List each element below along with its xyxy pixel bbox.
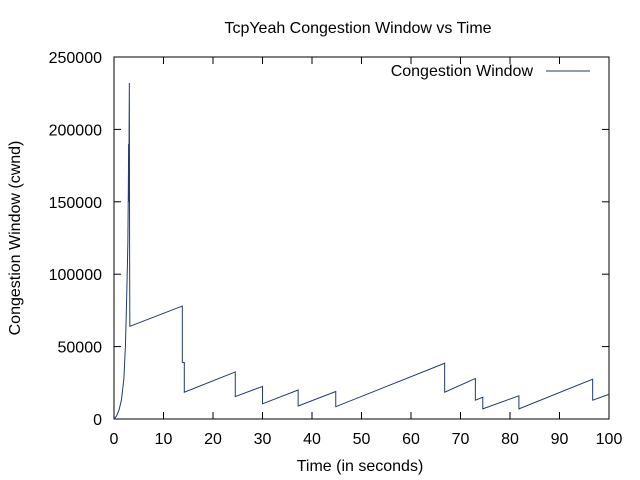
- chart-title: TcpYeah Congestion Window vs Time: [224, 20, 491, 37]
- x-tick-label: 80: [501, 431, 519, 448]
- series-line-congestion-window: [113, 83, 610, 420]
- y-tick-label: 250000: [49, 50, 102, 67]
- x-tick-label: 100: [596, 431, 623, 448]
- x-tick-label: 70: [452, 431, 470, 448]
- x-axis-label: Time (in seconds): [297, 458, 424, 475]
- y-axis: 0 50000 100000 150000 200000 250000: [49, 50, 609, 429]
- series-layer: [113, 83, 610, 420]
- y-tick-label: 50000: [58, 340, 103, 357]
- legend-label-congestion-window: Congestion Window: [391, 63, 534, 80]
- x-tick-label: 30: [254, 431, 272, 448]
- x-tick-label: 50: [353, 431, 371, 448]
- x-tick-label: 60: [402, 431, 420, 448]
- x-tick-label: 90: [551, 431, 569, 448]
- x-tick-label: 10: [155, 431, 173, 448]
- legend: Congestion Window: [391, 63, 590, 80]
- x-tick-label: 40: [303, 431, 321, 448]
- plot-border: [113, 56, 610, 420]
- x-tick-label: 0: [110, 431, 119, 448]
- y-tick-label: 100000: [49, 267, 102, 284]
- plot-frame: [113, 56, 610, 420]
- y-tick-label: 200000: [49, 122, 102, 139]
- x-axis: 0 10 20 30 40 50 60 70 80 90 100: [110, 57, 623, 448]
- y-axis-label: Congestion Window (cwnd): [7, 141, 24, 336]
- x-tick-label: 20: [204, 431, 222, 448]
- y-tick-label: 0: [93, 412, 102, 429]
- y-tick-label: 150000: [49, 195, 102, 212]
